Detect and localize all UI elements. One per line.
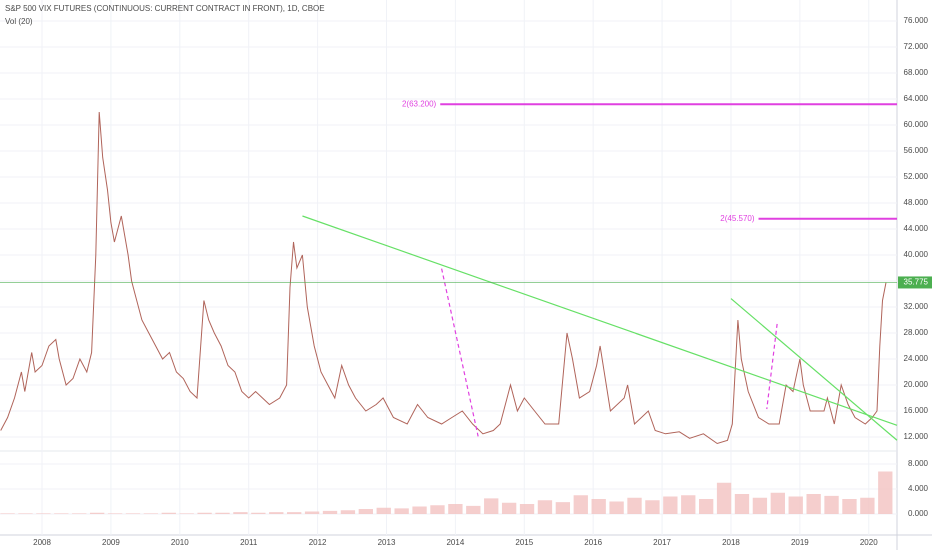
y-tick-label: 68.000 <box>904 68 929 77</box>
x-tick-label: 2009 <box>102 538 120 547</box>
trend-line <box>302 215 898 426</box>
y-tick-label: 12.000 <box>904 432 929 441</box>
x-tick-label: 2018 <box>722 538 740 547</box>
volume-bar <box>287 512 302 514</box>
volume-bar <box>18 513 33 514</box>
volume-bar <box>394 508 409 514</box>
y-tick-label: 76.000 <box>904 16 929 25</box>
volume-bar <box>681 495 696 514</box>
x-tick-label: 2011 <box>240 538 258 547</box>
volume-bar <box>537 500 553 514</box>
y-tick-label: 48.000 <box>904 198 929 207</box>
volume-bar <box>0 513 15 514</box>
volume-bar <box>322 510 338 514</box>
level-label: 2(45.570) <box>720 214 755 223</box>
y-tick-label: 44.000 <box>904 224 929 233</box>
volume-bar <box>770 492 785 514</box>
y-tick-label: 60.000 <box>904 120 929 129</box>
x-tick-label: 2013 <box>378 538 396 547</box>
x-tick-label: 2017 <box>653 538 671 547</box>
chart-title: S&P 500 VIX FUTURES (CONTINUOUS: CURRENT… <box>5 4 325 13</box>
last-price-box <box>898 276 932 289</box>
x-tick-label: 2010 <box>171 538 189 547</box>
volume-bar <box>430 505 445 514</box>
trend-line <box>730 298 898 441</box>
volume-bar <box>412 506 427 514</box>
volume-bar <box>448 504 463 514</box>
volume-bar <box>806 494 821 514</box>
volume-bar <box>358 509 373 514</box>
volume-bar <box>340 510 356 514</box>
volume-bar <box>860 497 875 514</box>
volume-bar <box>125 513 141 514</box>
volume-bar <box>698 499 714 514</box>
y-tick-label: 0.000 <box>908 509 929 518</box>
volume-bar <box>376 507 391 514</box>
volume-bar <box>72 513 87 514</box>
trend-line <box>766 323 778 410</box>
y-tick-label: 24.000 <box>904 354 929 363</box>
volume-bar <box>161 512 176 514</box>
volume-bar <box>54 513 69 514</box>
y-tick-label: 56.000 <box>904 146 929 155</box>
y-tick-label: 8.000 <box>908 459 929 468</box>
volume-bar <box>627 497 642 514</box>
x-tick-label: 2016 <box>584 538 602 547</box>
volume-bar <box>233 512 248 514</box>
last-price-label: 35.775 <box>904 278 929 287</box>
volume-bar <box>251 512 266 514</box>
volume-bar <box>716 482 732 514</box>
level-label: 2(63.200) <box>402 99 437 108</box>
volume-bar <box>107 513 123 514</box>
volume-bar <box>179 513 194 514</box>
x-tick-label: 2008 <box>33 538 51 547</box>
volume-bar <box>304 511 320 514</box>
volume-bar <box>573 495 588 514</box>
indicator-title: Vol (20) <box>5 17 33 26</box>
volume-bar <box>89 512 105 514</box>
volume-bar <box>466 505 481 514</box>
y-tick-label: 64.000 <box>904 94 929 103</box>
volume-bar <box>752 497 768 514</box>
volume-bar <box>519 504 535 514</box>
volume-bar <box>878 471 893 514</box>
y-tick-label: 4.000 <box>908 484 929 493</box>
x-tick-label: 2014 <box>446 538 464 547</box>
price-line <box>0 111 887 445</box>
y-tick-label: 16.000 <box>904 406 929 415</box>
volume-bar <box>645 500 660 514</box>
x-tick-label: 2012 <box>309 538 327 547</box>
volume-bar <box>269 512 284 514</box>
x-tick-label: 2019 <box>791 538 809 547</box>
x-tick-label: 2015 <box>515 538 533 547</box>
volume-bar <box>197 512 212 514</box>
volume-bar <box>143 513 159 514</box>
volume-bar <box>788 496 803 514</box>
x-tick-label: 2020 <box>860 538 878 547</box>
volume-bar <box>215 512 230 514</box>
volume-bar <box>842 499 857 514</box>
y-tick-label: 20.000 <box>904 380 929 389</box>
y-tick-label: 72.000 <box>904 42 929 51</box>
volume-bar <box>609 501 624 514</box>
volume-bar <box>824 495 839 514</box>
volume-bar <box>555 502 571 514</box>
trend-line <box>441 268 479 437</box>
volume-bar <box>663 496 678 514</box>
volume-bar <box>501 502 517 514</box>
y-tick-label: 28.000 <box>904 328 929 337</box>
volume-bar <box>734 494 750 514</box>
volume-bar <box>484 498 499 514</box>
volume-bar <box>591 499 606 514</box>
volume-bar <box>36 513 51 514</box>
y-tick-label: 32.000 <box>904 302 929 311</box>
y-tick-label: 40.000 <box>904 250 929 259</box>
y-tick-label: 52.000 <box>904 172 929 181</box>
